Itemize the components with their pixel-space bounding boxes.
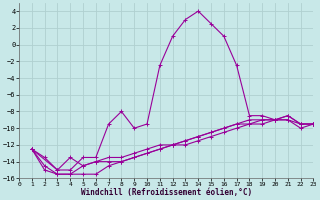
X-axis label: Windchill (Refroidissement éolien,°C): Windchill (Refroidissement éolien,°C) [81, 188, 252, 197]
